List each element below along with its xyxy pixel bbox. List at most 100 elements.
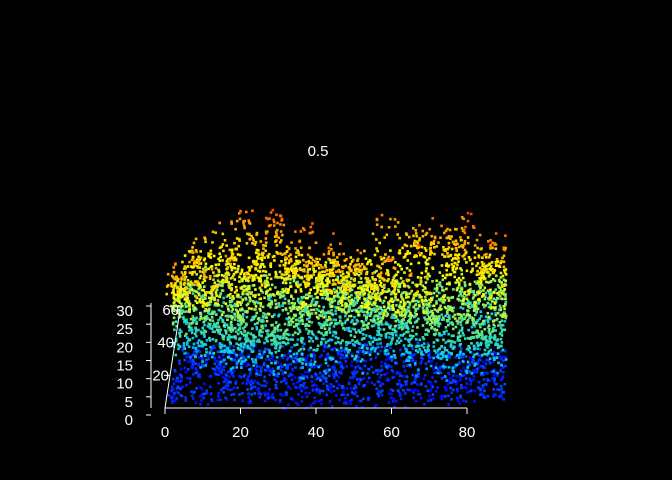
point	[325, 323, 329, 327]
point	[235, 219, 239, 223]
point	[253, 379, 257, 383]
point	[311, 265, 315, 268]
point	[172, 341, 176, 345]
point	[428, 389, 432, 393]
point	[194, 355, 197, 359]
point	[279, 368, 283, 372]
point	[449, 345, 453, 348]
point	[420, 359, 423, 363]
point	[324, 273, 327, 277]
point	[444, 326, 448, 329]
point	[362, 322, 365, 325]
point	[454, 256, 457, 260]
point	[314, 281, 318, 284]
point	[171, 291, 174, 295]
point	[210, 268, 214, 271]
point	[436, 351, 439, 354]
point	[314, 292, 317, 296]
point	[406, 300, 410, 304]
point	[377, 326, 380, 330]
point	[499, 337, 503, 341]
point	[494, 298, 498, 302]
point	[367, 302, 371, 306]
point	[471, 297, 475, 300]
point	[458, 317, 461, 320]
point	[213, 356, 217, 360]
point	[380, 394, 384, 397]
point	[248, 222, 252, 225]
point	[379, 312, 383, 315]
point	[376, 317, 380, 321]
point	[233, 351, 236, 355]
point	[357, 286, 360, 290]
point	[206, 317, 210, 320]
point	[361, 294, 364, 297]
point	[401, 325, 405, 329]
point	[317, 309, 321, 312]
point	[286, 317, 290, 321]
point	[398, 285, 402, 289]
point	[329, 386, 332, 389]
point	[437, 371, 440, 375]
point	[408, 317, 412, 321]
point	[240, 307, 244, 310]
point	[216, 274, 219, 278]
point	[256, 301, 259, 304]
point	[469, 337, 472, 341]
point	[269, 293, 272, 296]
point	[490, 312, 494, 316]
point	[328, 303, 332, 306]
point	[371, 272, 374, 275]
point	[342, 284, 346, 287]
point	[194, 346, 198, 350]
point	[348, 400, 352, 403]
point	[199, 312, 202, 315]
point	[403, 369, 407, 373]
point	[291, 369, 294, 372]
point	[238, 212, 241, 215]
point	[260, 283, 264, 286]
point	[224, 314, 228, 318]
point	[357, 313, 361, 317]
point	[408, 363, 412, 367]
point	[379, 390, 383, 394]
point	[373, 284, 376, 287]
point	[262, 269, 265, 273]
point	[373, 349, 377, 353]
point	[322, 288, 325, 292]
point	[221, 376, 225, 379]
point	[403, 405, 407, 409]
point	[176, 279, 179, 283]
point	[405, 330, 408, 334]
point	[502, 371, 505, 374]
point	[277, 302, 281, 305]
point	[172, 271, 176, 274]
point	[338, 270, 342, 274]
point	[265, 284, 268, 287]
point	[444, 375, 447, 378]
point	[444, 365, 447, 369]
point	[290, 397, 293, 400]
point	[287, 338, 290, 341]
point	[237, 295, 240, 299]
point	[402, 352, 406, 356]
point	[309, 404, 313, 407]
point	[221, 284, 224, 288]
point	[226, 266, 229, 269]
point	[430, 320, 434, 324]
point	[475, 309, 479, 312]
point	[487, 359, 491, 362]
point	[235, 366, 238, 369]
point	[173, 301, 176, 304]
point	[279, 252, 282, 255]
point	[200, 393, 204, 396]
point	[479, 358, 482, 362]
point	[220, 343, 224, 347]
point	[330, 348, 333, 351]
point	[245, 279, 248, 282]
point	[389, 259, 393, 262]
point	[221, 259, 224, 262]
point	[395, 273, 398, 276]
point	[233, 358, 237, 362]
point	[488, 273, 492, 276]
